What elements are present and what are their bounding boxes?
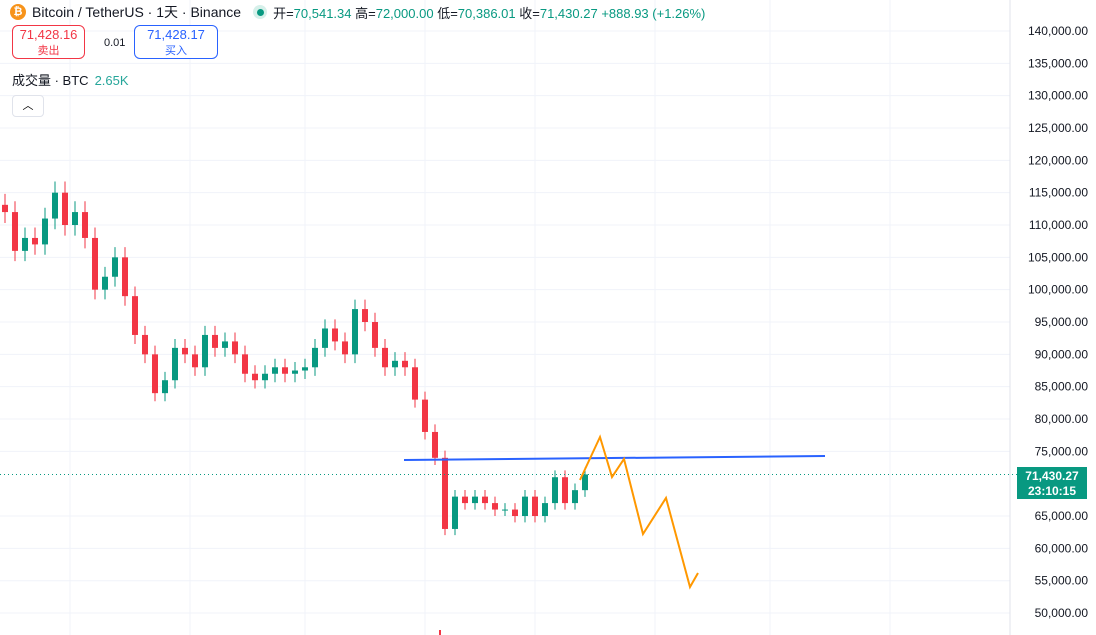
time-marker — [439, 630, 441, 635]
candle-body — [442, 457, 448, 529]
candle-body — [552, 477, 558, 504]
resistance-trendline — [403, 455, 826, 462]
candle-body — [32, 237, 38, 245]
candle-body — [52, 192, 58, 219]
y-tick-label: 130,000.00 — [1028, 89, 1088, 103]
candle-body — [562, 477, 568, 504]
y-tick-label: 140,000.00 — [1028, 24, 1088, 38]
y-tick-label: 105,000.00 — [1028, 250, 1088, 264]
candle-body — [422, 399, 428, 432]
candle-body — [332, 328, 338, 342]
y-tick-label: 95,000.00 — [1035, 315, 1089, 329]
candle-body — [132, 296, 138, 335]
y-tick-label: 60,000.00 — [1035, 541, 1089, 555]
candle-body — [302, 367, 308, 371]
candle-body — [62, 192, 68, 226]
market-status-icon — [253, 5, 268, 19]
candle-body — [262, 373, 268, 381]
y-tick-label: 85,000.00 — [1035, 380, 1089, 394]
candle-body — [372, 322, 378, 348]
spread: 0.01 — [104, 37, 126, 49]
candle-body — [112, 257, 118, 277]
y-tick-label: 75,000.00 — [1035, 444, 1089, 458]
last-price-tag: 71,430.27 23:10:15 — [1017, 467, 1087, 499]
y-tick-label: 80,000.00 — [1035, 412, 1089, 426]
candle-body — [542, 503, 548, 517]
candle-body — [512, 509, 518, 517]
candle-body — [202, 334, 208, 368]
y-tick-label: 125,000.00 — [1028, 121, 1088, 135]
chevron-up-icon: ︿ — [22, 100, 34, 112]
y-tick-label: 120,000.00 — [1028, 153, 1088, 167]
candle-body — [452, 496, 458, 529]
candle-body — [362, 309, 368, 323]
y-tick-label: 135,000.00 — [1028, 56, 1088, 70]
candle-body — [282, 367, 288, 374]
candle-body — [212, 334, 218, 348]
candle-body — [272, 367, 278, 374]
candle-body — [352, 309, 358, 355]
candle-body — [122, 257, 128, 297]
candle-body — [382, 347, 388, 368]
y-tick-label: 55,000.00 — [1035, 574, 1089, 588]
candle-body — [162, 380, 168, 394]
candle-body — [172, 347, 178, 381]
candle-body — [522, 496, 528, 517]
candle-body — [432, 431, 438, 458]
candle-body — [412, 367, 418, 400]
candle-body — [342, 341, 348, 355]
candle-body — [232, 341, 238, 355]
candle-body — [142, 334, 148, 355]
symbol-header: ₿ Bitcoin / TetherUS · 1天 · Binance 开=70… — [10, 2, 705, 22]
y-tick-label: 90,000.00 — [1035, 347, 1089, 361]
candle-body — [92, 237, 98, 290]
candle-body — [472, 496, 478, 504]
candle-body — [82, 212, 88, 238]
candle-body — [532, 496, 538, 517]
candle-body — [12, 212, 18, 251]
sell-button[interactable]: 71,428.16 卖出 — [12, 25, 85, 59]
candle-body — [462, 496, 468, 504]
bitcoin-icon: ₿ — [10, 4, 26, 20]
candle-body — [222, 341, 228, 348]
candle-body — [192, 354, 198, 368]
candle-body — [102, 276, 108, 290]
candle-body — [492, 503, 498, 510]
candle-body — [322, 328, 328, 348]
volume-legend: 成交量 · BTC 2.65K — [12, 73, 129, 88]
y-tick-label: 65,000.00 — [1035, 509, 1089, 523]
y-tick-label: 100,000.00 — [1028, 283, 1088, 297]
candle-body — [72, 212, 78, 226]
candle-body — [502, 509, 508, 511]
y-tick-label: 50,000.00 — [1035, 606, 1089, 620]
collapse-button[interactable]: ︿ — [12, 95, 44, 117]
candle-body — [22, 237, 28, 251]
symbol-title[interactable]: Bitcoin / TetherUS · 1天 · Binance — [32, 4, 242, 20]
candle-body — [292, 370, 298, 374]
y-tick-label: 110,000.00 — [1029, 218, 1088, 232]
candle-body — [152, 354, 158, 394]
candle-body — [392, 360, 398, 368]
buy-button[interactable]: 71,428.17 买入 — [134, 25, 218, 59]
ohlc-values: 开=70,541.34 高=72,000.00 低=70,386.01 收=71… — [273, 5, 706, 21]
y-tick-label: 115,000.00 — [1029, 186, 1088, 200]
candle-body — [182, 347, 188, 355]
candle-body — [2, 204, 8, 213]
candle-body — [42, 218, 48, 245]
candle-body — [572, 490, 578, 504]
candle-body — [482, 496, 488, 504]
candle-body — [252, 373, 258, 381]
candle-body — [582, 474, 588, 491]
candle-body — [242, 354, 248, 374]
candle-body — [402, 360, 408, 368]
projection-path — [579, 434, 699, 590]
candle-body — [312, 347, 318, 368]
